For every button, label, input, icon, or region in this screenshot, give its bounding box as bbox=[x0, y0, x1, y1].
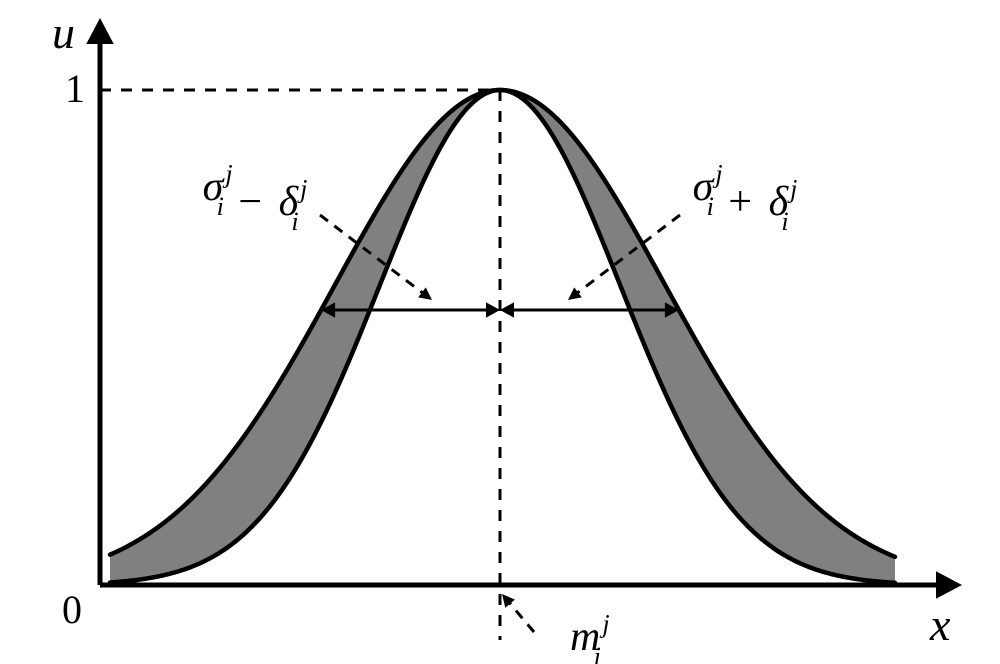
label-mean: mji bbox=[570, 609, 610, 664]
x-axis-arrow-icon bbox=[936, 571, 962, 599]
label-sigma-minus-delta: σji − δji bbox=[203, 159, 308, 236]
width-arrow-left-inner-right-arrow-icon bbox=[486, 302, 500, 317]
leader-mean-arrow-icon bbox=[502, 594, 515, 608]
label-sigma-plus-delta: σji + δji bbox=[693, 159, 798, 236]
x-axis-label: x bbox=[929, 599, 951, 650]
origin-label: 0 bbox=[62, 587, 82, 632]
leader-sigma-minus-delta-arrow-icon bbox=[418, 287, 432, 300]
y-axis-arrow-icon bbox=[86, 18, 114, 44]
y-tick-1-label: 1 bbox=[65, 66, 85, 111]
leader-sigma-plus-delta-arrow-icon bbox=[568, 287, 582, 300]
y-axis-label: u bbox=[52, 7, 75, 58]
width-arrow-right-outer-left-arrow-icon bbox=[500, 302, 514, 317]
